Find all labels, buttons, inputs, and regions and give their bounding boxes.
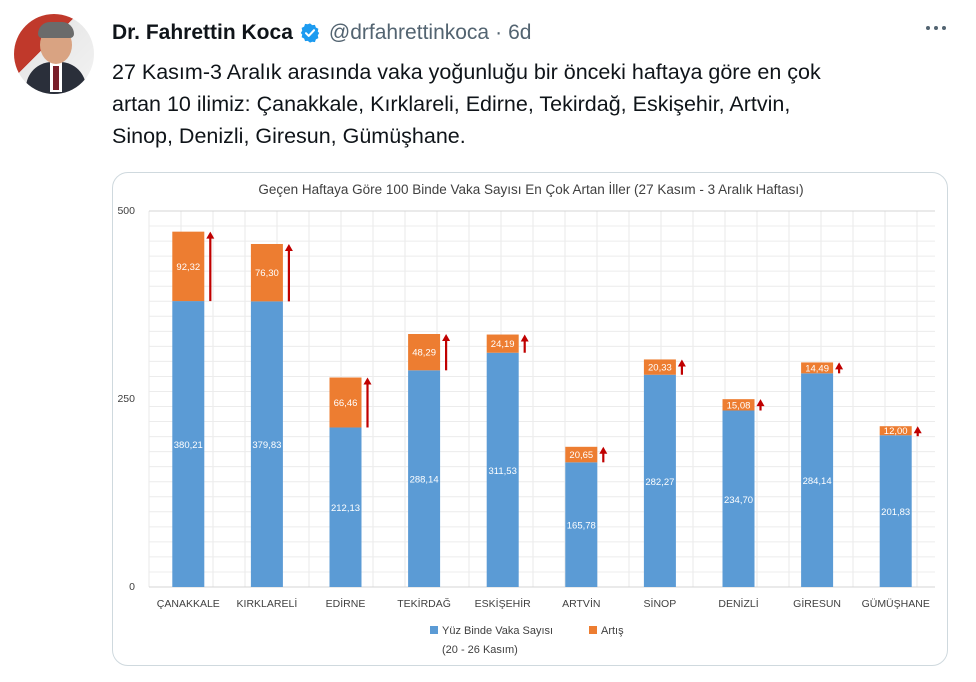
chart-title: Geçen Haftaya Göre 100 Binde Vaka Sayısı… xyxy=(258,182,803,197)
bar-base xyxy=(329,427,362,587)
bar-base xyxy=(801,373,834,587)
bar-base xyxy=(486,352,519,587)
author-name[interactable]: Dr. Fahrettin Koca xyxy=(112,21,293,44)
x-tick-label: ÇANAKKALE xyxy=(157,598,220,610)
data-label-increase: 92,32 xyxy=(176,262,200,273)
bar-increase xyxy=(250,243,283,302)
increase-arrow-head xyxy=(835,362,844,370)
data-label-base: 165,78 xyxy=(567,521,596,532)
verified-badge-icon xyxy=(300,23,320,43)
data-label-increase: 12,00 xyxy=(884,426,908,437)
bar-base xyxy=(408,370,441,587)
bar-increase xyxy=(172,231,205,302)
legend-label-increase: Artış xyxy=(601,625,624,637)
tweet-media-chart[interactable]: Geçen Haftaya Göre 100 Binde Vaka Sayısı… xyxy=(112,172,948,666)
data-label-increase: 24,19 xyxy=(491,339,515,350)
x-tick-label: DENİZLİ xyxy=(718,597,758,610)
author-handle[interactable]: @drfahrettinkoca xyxy=(328,21,490,44)
bar-base xyxy=(565,462,598,587)
more-options-icon[interactable] xyxy=(926,26,946,30)
increase-arrow-head xyxy=(284,243,293,251)
avatar-hair xyxy=(38,22,74,38)
legend-swatch-base xyxy=(430,626,438,634)
x-tick-label: SİNOP xyxy=(644,597,677,610)
data-label-increase: 66,46 xyxy=(334,398,358,409)
bar-base xyxy=(643,374,676,587)
avatar-tie xyxy=(53,66,59,90)
legend-note: (20 - 26 Kasım) xyxy=(442,644,518,656)
data-label-base: 380,21 xyxy=(174,440,203,451)
bar-base xyxy=(250,301,283,587)
data-label-base: 234,70 xyxy=(724,495,753,506)
data-label-increase: 14,49 xyxy=(805,363,829,374)
bar-increase xyxy=(565,446,598,463)
bar-increase xyxy=(486,334,519,353)
data-label-base: 212,13 xyxy=(331,503,360,514)
x-tick-label: ARTVİN xyxy=(562,597,600,610)
bar-base xyxy=(879,435,912,587)
bar-increase xyxy=(408,334,441,371)
data-label-increase: 20,65 xyxy=(569,450,593,461)
increase-arrow-head xyxy=(520,334,529,342)
increase-arrow-head xyxy=(677,359,686,367)
data-label-base: 201,83 xyxy=(881,507,910,518)
y-tick-label: 250 xyxy=(117,393,135,405)
bar-increase xyxy=(801,362,834,374)
data-label-increase: 48,29 xyxy=(412,348,436,359)
x-tick-label: TEKİRDAĞ xyxy=(397,597,451,610)
x-tick-label: EDİRNE xyxy=(326,597,366,610)
tweet-header: Dr. Fahrettin Koca @drfahrettinkoca · 6d xyxy=(112,20,531,46)
x-tick-label: GİRESUN xyxy=(793,597,841,610)
data-label-base: 311,53 xyxy=(489,466,517,477)
data-label-increase: 20,33 xyxy=(648,363,672,374)
x-tick-label: GÜMÜŞHANE xyxy=(862,598,930,610)
bar-increase xyxy=(329,377,362,428)
increase-arrow-head xyxy=(206,231,215,239)
x-tick-label: KIRKLARELİ xyxy=(237,597,298,610)
legend-swatch-increase xyxy=(589,626,597,634)
data-label-increase: 15,08 xyxy=(727,400,751,411)
increase-arrow-head xyxy=(363,377,372,385)
data-label-base: 379,83 xyxy=(252,440,281,451)
y-tick-label: 500 xyxy=(117,205,135,217)
legend-label-base: Yüz Binde Vaka Sayısı xyxy=(442,625,553,637)
data-label-increase: 76,30 xyxy=(255,268,279,279)
increase-arrow-head xyxy=(756,399,765,407)
bar-increase xyxy=(722,399,755,411)
bar-base xyxy=(172,301,205,587)
data-label-base: 282,27 xyxy=(645,477,674,488)
increase-arrow-head xyxy=(913,426,922,434)
bar-increase xyxy=(643,359,676,375)
y-tick-label: 0 xyxy=(129,581,135,593)
separator-dot: · xyxy=(495,21,503,44)
avatar[interactable] xyxy=(14,14,94,94)
x-tick-label: ESKİŞEHİR xyxy=(475,597,531,610)
increase-arrow-head xyxy=(599,446,608,454)
bar-base xyxy=(722,410,755,587)
data-label-base: 284,14 xyxy=(803,476,832,487)
tweet-text: 27 Kasım-3 Aralık arasında vaka yoğunluğ… xyxy=(112,60,821,148)
bar-increase xyxy=(879,426,912,436)
data-label-base: 288,14 xyxy=(410,475,439,486)
bar-chart: Geçen Haftaya Göre 100 Binde Vaka Sayısı… xyxy=(117,182,935,656)
tweet-timestamp[interactable]: 6d xyxy=(508,21,532,44)
increase-arrow-head xyxy=(442,334,451,342)
